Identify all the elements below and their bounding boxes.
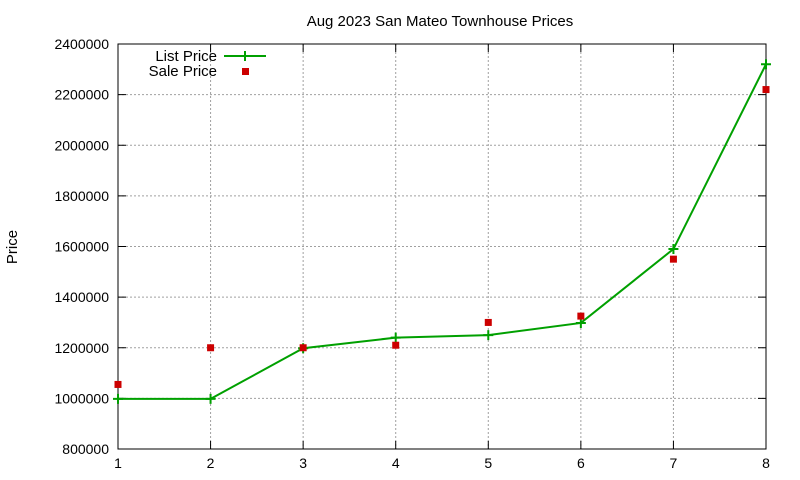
x-tick-label: 4 [392,455,400,471]
list-price-point [668,244,679,255]
list-price-point [205,393,216,404]
y-tick-label: 2400000 [54,36,109,52]
data-series [113,59,771,404]
x-tick-label: 8 [762,455,770,471]
sale-price-point [484,318,492,326]
y-tick-label: 800000 [62,441,109,457]
list-price-line [118,63,767,400]
sale-price-point [114,380,122,388]
x-tick-label: 6 [577,455,585,471]
y-tick-label: 2000000 [54,137,109,153]
sale-price-point [392,341,400,349]
x-tick-label: 1 [114,455,122,471]
list-price-point [575,317,586,328]
legend-marker-sale-price [242,68,249,75]
y-tick-label: 1400000 [54,289,109,305]
sale-price-point [207,344,215,352]
legend-label-sale-price: Sale Price [149,63,217,80]
list-price-point [113,393,123,404]
y-axis-label: Price [4,230,21,264]
plot-area-border [117,43,767,450]
list-price-point [483,330,494,341]
sale-price-point [299,344,307,352]
legend: List Price Sale Price [149,48,266,80]
grid-lines [118,44,766,449]
list-price-point [390,332,401,343]
x-tick-label: 5 [484,455,492,471]
sale-price-point [669,255,677,263]
y-tick-label: 1800000 [54,188,109,204]
chart-title: Aug 2023 San Mateo Townhouse Prices [307,13,574,30]
y-axis-ticks: 800000 1000000 1200000 1400000 1600000 180000… [54,36,766,457]
x-tick-label: 2 [207,455,215,471]
x-tick-label: 3 [299,455,307,471]
y-tick-label: 1000000 [54,390,109,406]
y-tick-label: 1600000 [54,239,109,255]
sale-price-point [577,312,585,320]
legend-marker-list-price [240,51,250,61]
x-tick-label: 7 [670,455,678,471]
y-tick-label: 2200000 [54,87,109,103]
legend-label-list-price: List Price [155,48,217,65]
sale-price-point [762,86,770,94]
list-price-point [761,59,771,70]
y-tick-label: 1200000 [54,340,109,356]
